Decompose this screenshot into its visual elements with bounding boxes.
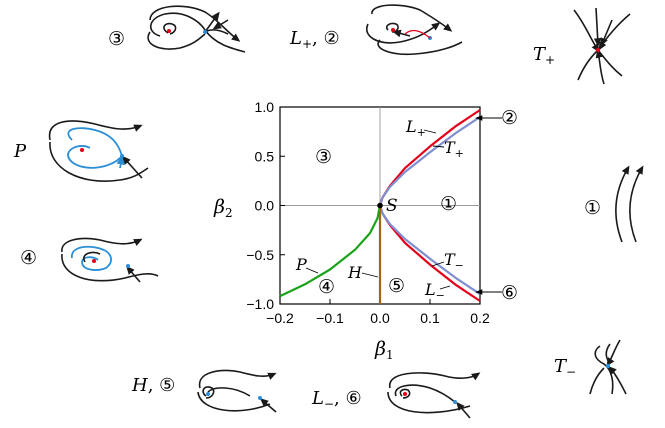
leader-P	[305, 267, 319, 274]
tick-labels: −0.2 −0.1 0.0 0.1 0.2 1.0 0.5 0.0 −0.5 −1.0	[246, 99, 490, 326]
panel-T-plus-label: T+	[533, 44, 555, 67]
leader-T-plus	[432, 145, 445, 148]
series-p	[279, 205, 382, 298]
panel-1-phase-portrait: ①	[584, 165, 644, 243]
panel-1-label: ①	[584, 197, 601, 219]
x-axis-label: β1	[374, 338, 394, 362]
panel-H-phase-portrait: H, ⑤	[131, 369, 277, 413]
region-5: ⑤	[388, 275, 405, 297]
leader-L-minus	[439, 285, 451, 290]
panel-T-minus-phase-portrait: T−	[554, 339, 627, 395]
point-label-S: S	[386, 196, 398, 216]
leader-H	[361, 272, 379, 278]
y-axis-label: β2	[213, 196, 233, 220]
panel-L-minus-phase-portrait: L−, ⑥	[311, 372, 481, 419]
bifurcation-chart: −0.2 −0.1 0.0 0.1 0.21.00.50.0−0.5−1.0 S β1 …	[213, 99, 518, 362]
x-tick-label: 0.1	[420, 310, 440, 326]
series-t-plus	[378, 115, 481, 206]
label-H: H	[347, 263, 363, 282]
x-tick-label: 0.0	[370, 310, 390, 326]
label-T-plus: T+	[444, 138, 464, 160]
callout-6: ⑥	[501, 282, 518, 304]
series-l-plus	[378, 109, 481, 206]
cusp-point-S	[377, 202, 383, 209]
x-tick-label: −0.2	[266, 310, 294, 326]
x-tick-label: 0.2	[470, 310, 490, 326]
y-tick-label: −1.0	[246, 296, 274, 312]
y-tick-label: 1.0	[255, 99, 275, 115]
region-4: ④	[318, 276, 335, 298]
label-P: P	[295, 255, 307, 274]
panel-P-phase-portrait: P	[13, 120, 149, 182]
y-tick-label: 0.5	[255, 148, 275, 164]
region-1: ①	[440, 193, 457, 215]
series-layer	[279, 109, 481, 304]
panel-T-minus-label: T−	[554, 356, 576, 379]
panel-3-label: ③	[108, 28, 125, 50]
region-3: ③	[315, 146, 332, 168]
panel-4-label: ④	[20, 247, 37, 269]
y-tick-label: 0.0	[255, 198, 275, 214]
panel-4-phase-portrait: ④	[20, 237, 159, 283]
callout-2: ②	[501, 107, 518, 129]
label-L-plus: L+	[405, 117, 426, 139]
leader-T-minus	[431, 261, 445, 267]
panel-H-label: H, ⑤	[131, 375, 175, 396]
panel-P-label: P	[13, 141, 27, 162]
x-tick-label: −0.1	[316, 310, 344, 326]
label-L-minus: L−	[424, 280, 445, 302]
panel-T-plus-phase-portrait: T+	[533, 7, 631, 85]
panel-L-minus-label: L−, ⑥	[311, 388, 362, 411]
label-T-minus: T−	[444, 250, 464, 272]
panel-3-phase-portrait: ③	[108, 5, 246, 53]
panel-L-plus-phase-portrait: L+, ②	[289, 4, 463, 56]
panel-L-plus-label: L+, ②	[289, 28, 340, 51]
y-tick-label: −0.5	[246, 247, 274, 263]
leader-L-plus	[423, 129, 437, 134]
series-t-minus	[378, 205, 481, 296]
